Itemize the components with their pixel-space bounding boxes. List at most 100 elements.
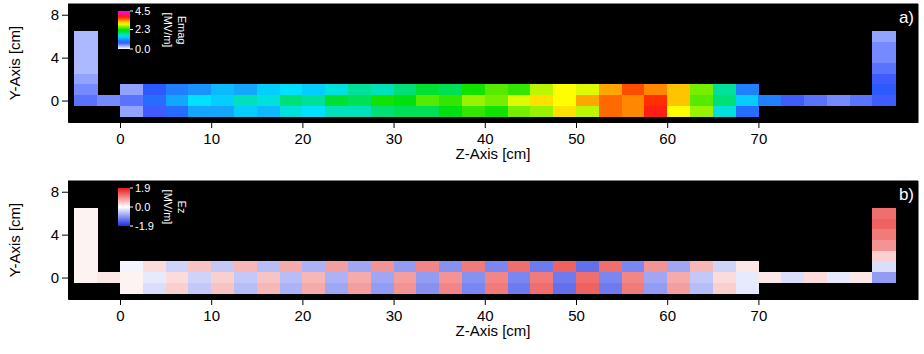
field-cell — [325, 84, 348, 95]
tick-label: 8 — [51, 6, 59, 23]
field-cell — [394, 261, 417, 272]
tick: 20 — [295, 299, 312, 324]
field-cell — [166, 106, 189, 117]
field-cell — [872, 272, 895, 283]
field-cell — [234, 84, 257, 95]
tick-label: 0 — [116, 307, 124, 324]
cells — [74, 208, 895, 294]
tick: 10 — [203, 122, 220, 147]
field-cell — [485, 84, 508, 95]
colorbar-unit: [MV/m] — [162, 190, 174, 225]
tick: 10 — [203, 299, 220, 324]
tick-label: 4 — [51, 226, 59, 243]
field-cell — [74, 52, 97, 63]
tick-mark — [62, 58, 68, 59]
field-cell — [74, 240, 97, 251]
tick: 8 — [51, 6, 68, 23]
field-cell — [257, 261, 280, 272]
tick-label: 10 — [203, 130, 220, 147]
field-cell — [758, 272, 781, 283]
tick: 50 — [568, 122, 585, 147]
field-cell — [74, 31, 97, 42]
field-cell — [622, 106, 645, 117]
field-cell — [599, 106, 622, 117]
field-cell — [576, 272, 599, 283]
field-cell — [120, 283, 143, 294]
axis-line — [69, 299, 919, 300]
field-cell — [508, 272, 531, 283]
field-cell — [485, 106, 508, 117]
tick-label: 60 — [659, 307, 676, 324]
field-cell — [713, 84, 736, 95]
field-cell — [257, 106, 280, 117]
field-cell — [462, 84, 485, 95]
field-cell — [394, 84, 417, 95]
field-cell — [530, 261, 553, 272]
field-cell — [74, 208, 97, 219]
field-cell — [166, 272, 189, 283]
field-cell — [257, 84, 280, 95]
tick: 8 — [51, 183, 68, 200]
field-cell — [325, 261, 348, 272]
tick-mark — [394, 122, 395, 128]
tick-label: 50 — [568, 307, 585, 324]
cells — [74, 31, 895, 117]
field-cell — [850, 272, 873, 283]
field-cell — [143, 283, 166, 294]
tick-mark — [394, 299, 395, 305]
field-cell — [872, 219, 895, 230]
field-cell — [553, 272, 576, 283]
field-cell — [599, 95, 622, 106]
tick-label: 70 — [751, 307, 768, 324]
tick: 30 — [386, 299, 403, 324]
field-cell — [804, 272, 827, 283]
field-cell — [850, 95, 873, 106]
field-cell — [690, 283, 713, 294]
field-cell — [872, 240, 895, 251]
field-cell — [872, 52, 895, 63]
field-cell — [530, 106, 553, 117]
tick-label: 50 — [568, 130, 585, 147]
field-cell — [416, 106, 439, 117]
field-cell — [188, 272, 211, 283]
field-cell — [74, 229, 97, 240]
field-cell — [622, 95, 645, 106]
field-cell — [690, 95, 713, 106]
field-cell — [74, 74, 97, 85]
field-cell — [143, 106, 166, 117]
field-cell — [485, 261, 508, 272]
field-cell — [120, 106, 143, 117]
field-cell — [439, 261, 462, 272]
field-cell — [736, 283, 759, 294]
field-cell — [644, 95, 667, 106]
field-cell — [188, 283, 211, 294]
field-cell — [348, 106, 371, 117]
field-cell — [394, 283, 417, 294]
field-cell — [257, 283, 280, 294]
field-cell — [120, 95, 143, 106]
field-cell — [736, 84, 759, 95]
colorbar-title: Emag — [176, 16, 188, 45]
chart-svg: 010203040506070048Z-Axis [cm]Y-Axis [cm]… — [0, 0, 924, 354]
field-cell — [234, 95, 257, 106]
field-cell — [371, 95, 394, 106]
tick-mark — [211, 299, 212, 305]
tick-mark — [302, 122, 303, 128]
field-cell — [713, 261, 736, 272]
tick-label: 60 — [659, 130, 676, 147]
field-cell — [439, 95, 462, 106]
field-cell — [599, 272, 622, 283]
colorbar-tick — [130, 49, 133, 50]
tick: 60 — [659, 122, 676, 147]
tick: 0 — [116, 299, 124, 324]
field-cell — [257, 95, 280, 106]
axis-line — [69, 122, 919, 123]
field-cell — [599, 84, 622, 95]
field-cell — [325, 283, 348, 294]
colorbar-tick-label: 4.5 — [135, 5, 150, 17]
plot-background — [68, 181, 918, 299]
field-cell — [736, 261, 759, 272]
field-cell — [74, 84, 97, 95]
x-axis: 010203040506070 — [69, 122, 919, 147]
tick-mark — [211, 122, 212, 128]
